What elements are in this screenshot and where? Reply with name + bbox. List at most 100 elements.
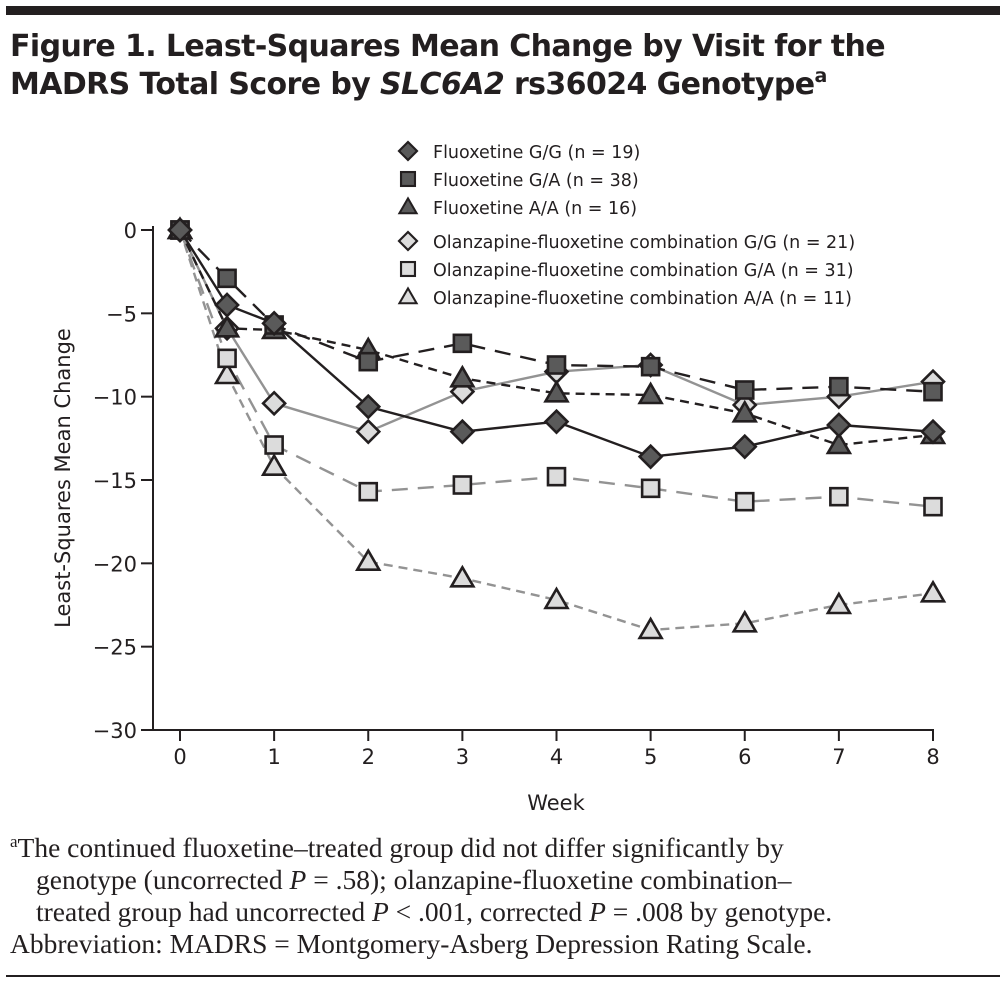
footnote-text: = .008 by genotype. (605, 896, 833, 927)
data-point-triangle (637, 616, 664, 640)
legend-label: Olanzapine-fluoxetine combination G/G (n… (433, 233, 855, 253)
data-point-diamond (167, 217, 193, 243)
data-point-triangle (825, 591, 853, 615)
data-point-triangle (919, 579, 947, 603)
data-point-triangle (543, 586, 570, 610)
legend-label: Olanzapine-fluoxetine combination A/A (n… (433, 289, 852, 309)
data-point-triangle (449, 364, 476, 388)
legend-label: Fluoxetine G/A (n = 38) (433, 171, 639, 191)
data-point-triangle (260, 453, 288, 476)
x-tick-label: 4 (550, 745, 563, 769)
top-rule (6, 6, 1000, 15)
legend-marker-diamond-icon (397, 140, 419, 162)
data-point-square (734, 380, 755, 400)
data-point-square (546, 466, 567, 487)
y-tick-label: −15 (93, 469, 137, 493)
legend-item: Fluoxetine G/A (n = 38) (399, 170, 639, 191)
legend-item: Fluoxetine G/G (n = 19) (397, 140, 640, 163)
footnote-text: treated group had uncorrected (36, 896, 372, 927)
legend-item: Olanzapine-fluoxetine combination G/A (n… (399, 260, 854, 281)
data-point-triangle (213, 361, 241, 385)
title-footnote-marker: a (814, 65, 827, 87)
y-tick-label: −20 (93, 552, 137, 576)
data-point-diamond (261, 310, 287, 337)
data-point-triangle (543, 379, 570, 403)
legend-marker-triangle-icon (397, 196, 419, 215)
legend-item: Olanzapine-fluoxetine combination G/G (n… (397, 230, 855, 253)
footnote-marker: a (10, 832, 18, 851)
series-lines (178, 229, 934, 632)
data-point-diamond (731, 433, 758, 460)
x-tick-label: 8 (926, 745, 939, 769)
footnote-text: < .001, corrected (388, 896, 590, 927)
footnote-abbreviation: Abbreviation: MADRS = Montgomery-Asberg … (10, 928, 813, 959)
footnote-text: genotype (uncorrected (36, 864, 290, 895)
series-line-1 (178, 229, 934, 458)
footnote-line-2: genotype (uncorrected P = .58); olanzapi… (10, 864, 1000, 896)
x-tick-label: 6 (738, 745, 751, 769)
data-point-square (640, 478, 661, 499)
data-point-square (640, 356, 661, 377)
footnote-line-3: treated group had uncorrected P < .001, … (10, 896, 1000, 928)
legend-label: Olanzapine-fluoxetine combination G/A (n… (433, 261, 854, 281)
data-point-diamond (543, 408, 570, 435)
series-line-4 (178, 229, 934, 433)
data-point-square (829, 486, 849, 507)
y-tick-label: 0 (124, 219, 137, 243)
data-point-diamond (214, 292, 240, 318)
data-point-triangle (731, 609, 759, 633)
series-line-5 (178, 229, 934, 508)
x-tick-label: 3 (456, 745, 469, 769)
legend: Fluoxetine G/G (n = 19) Fluoxetine G/A (n… (397, 140, 855, 309)
data-point-square (923, 381, 943, 402)
legend-label: Fluoxetine G/G (n = 19) (433, 143, 640, 163)
x-tick-label: 2 (362, 745, 375, 769)
y-axis-title: Least-Squares Mean Change (51, 328, 75, 628)
series-line-6 (178, 229, 934, 632)
data-point-triangle (637, 381, 664, 405)
figure-title: Figure 1. Least-Squares Mean Change by V… (10, 28, 1000, 104)
x-tick-label: 7 (832, 745, 845, 769)
title-prefix: Figure 1. Least-Squares Mean Change by V… (10, 29, 886, 102)
p-symbol: P (589, 896, 606, 927)
data-point-square (734, 491, 755, 512)
y-tick-label: −10 (93, 386, 137, 410)
data-point-square (217, 268, 237, 289)
title-suffix: rs36024 Genotype (504, 67, 815, 102)
p-symbol: P (371, 896, 389, 927)
legend-marker-square-icon (399, 260, 417, 278)
footnote-text-1: The continued fluoxetine–treated group d… (17, 832, 784, 863)
y-tick-label: −5 (106, 302, 137, 326)
bottom-rule (6, 975, 1000, 977)
legend-item: Fluoxetine A/A (n = 16) (397, 196, 637, 219)
legend-item: Olanzapine-fluoxetine combination A/A (n… (397, 286, 852, 309)
data-point-square (358, 481, 379, 502)
p-symbol: P (289, 864, 307, 895)
data-point-square (217, 348, 237, 369)
x-tick-label: 0 (173, 745, 186, 769)
series-line-3 (178, 229, 934, 447)
data-point-square (452, 333, 473, 354)
series-line-2 (179, 229, 934, 393)
data-point-diamond (355, 393, 382, 420)
data-point-triangle (825, 431, 853, 455)
y-tick-label: −25 (93, 636, 137, 660)
data-point-triangle (449, 564, 476, 588)
data-point-diamond (355, 418, 382, 445)
data-point-triangle (354, 548, 382, 571)
data-point-square (452, 475, 473, 495)
data-point-diamond (826, 412, 852, 438)
data-point-triangle (213, 314, 241, 338)
data-point-square (546, 355, 567, 375)
axes: 0 −5 −10 −15 −20 −25 −30 0 1 2 3 4 5 6 7 8 (93, 219, 940, 769)
x-tick-label: 5 (644, 745, 657, 769)
x-tick-label: 1 (267, 745, 280, 769)
legend-marker-square-icon (399, 170, 417, 188)
series-markers (166, 216, 947, 640)
data-point-square (829, 376, 849, 397)
x-axis-title: Week (527, 791, 585, 815)
legend-marker-diamond-icon (397, 230, 419, 252)
data-point-triangle (731, 399, 759, 423)
data-point-diamond (637, 443, 664, 470)
line-chart: 0 −5 −10 −15 −20 −25 −30 0 1 2 3 4 5 6 7 8 Fluoxetine G… (51, 140, 947, 815)
